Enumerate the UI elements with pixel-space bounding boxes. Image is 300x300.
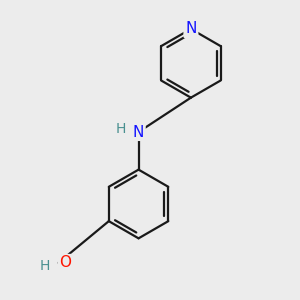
Text: O: O <box>59 255 71 270</box>
Text: H: H <box>116 122 126 136</box>
Text: N: N <box>185 22 196 37</box>
Text: H: H <box>40 259 50 273</box>
Text: N: N <box>133 124 144 140</box>
